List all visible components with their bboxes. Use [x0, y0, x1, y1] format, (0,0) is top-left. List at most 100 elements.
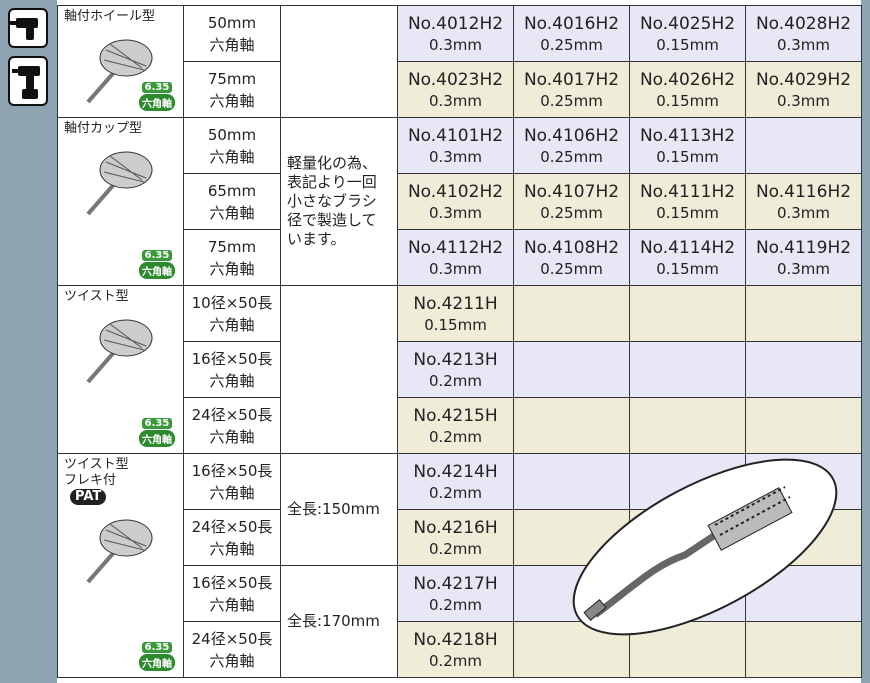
product-spec: 0.25mm	[540, 147, 603, 166]
size-cell: 75mm 六角軸	[183, 61, 281, 118]
product-cell	[629, 341, 746, 398]
product-spec: 0.2mm	[428, 371, 483, 390]
product-spec: 0.3mm	[776, 91, 831, 110]
flexible-brush-illustration	[572, 458, 838, 636]
shaft: 六角軸	[209, 35, 255, 54]
brush-illustration	[86, 519, 153, 584]
note-line: 表記より一回	[287, 173, 377, 191]
product-code: No.4107H2	[523, 181, 620, 202]
product-cell: No.4017H2 0.25mm	[513, 61, 630, 118]
brush-illustration	[86, 39, 153, 104]
note-cell: 全長:150mm	[280, 453, 398, 566]
product-cell: No.4012H2 0.3mm	[397, 5, 514, 62]
product-code: No.4119H2	[755, 237, 852, 258]
product-code: No.4026H2	[639, 69, 736, 90]
badge-size: 6.35	[142, 82, 172, 93]
size-cell: 10径×50長 六角軸	[183, 285, 281, 342]
product-code: No.4112H2	[407, 237, 504, 258]
product-spec: 0.25mm	[540, 203, 603, 222]
product-spec: 0.3mm	[776, 259, 831, 278]
shaft: 六角軸	[209, 203, 255, 222]
product-spec: 0.2mm	[428, 427, 483, 446]
product-code: No.4017H2	[523, 69, 620, 90]
product-code: No.4217H	[413, 573, 498, 594]
table-row: 軸付カップ型 6.35 六角軸 50mm 六角軸 軽量化の為、 表記より一回 小さなブラシ 径で…	[57, 117, 862, 286]
right-strip	[861, 0, 870, 683]
product-cell	[513, 397, 630, 454]
product-code: No.4101H2	[407, 125, 504, 146]
size-cell: 16径×50長 六角軸	[183, 341, 281, 398]
product-cell: No.4113H2 0.15mm	[629, 117, 746, 174]
product-code: No.4113H2	[639, 125, 736, 146]
product-cell	[513, 621, 630, 678]
product-spec: 0.15mm	[656, 35, 719, 54]
product-cell: No.4106H2 0.25mm	[513, 117, 630, 174]
product-cell: No.4029H2 0.3mm	[745, 61, 862, 118]
name-cell: 軸付ホイール型 6.35 六角軸	[57, 5, 184, 118]
table-row: 軸付ホイール型 6.35 六角軸 50mm 六角軸 No.4012H2 0.3mm No.40…	[57, 5, 862, 118]
name-box: ツイスト型 6.35 六角軸	[59, 287, 183, 453]
size: 65mm	[207, 181, 257, 200]
product-code: No.4116H2	[755, 181, 852, 202]
size-cell: 16径×50長 六角軸	[183, 453, 281, 510]
shaft: 六角軸	[209, 539, 255, 558]
product-cell: No.4026H2 0.15mm	[629, 61, 746, 118]
product-code: No.4214H	[413, 461, 498, 482]
table-row: 16径×50長 六角軸 No.4213H 0.2mm	[58, 341, 862, 398]
badge-label: 六角軸	[139, 430, 175, 447]
product-spec: 0.15mm	[656, 203, 719, 222]
size-cell: 50mm 六角軸	[183, 117, 281, 174]
hex-badge: 6.35 六角軸	[139, 250, 175, 279]
product-spec: 0.3mm	[428, 147, 483, 166]
product-spec: 0.2mm	[428, 483, 483, 502]
product-cell: No.4216H 0.2mm	[397, 509, 514, 566]
product-cell	[745, 341, 862, 398]
product-code: No.4025H2	[639, 13, 736, 34]
name-cell: 軸付カップ型 6.35 六角軸	[57, 117, 184, 286]
size: 50mm	[207, 125, 257, 144]
group-name-line: フレキ付	[64, 473, 117, 488]
shaft: 六角軸	[209, 651, 255, 670]
note-cell	[280, 5, 398, 118]
product-cell	[745, 621, 862, 678]
product-spec: 0.2mm	[428, 651, 483, 670]
badge-size: 6.35	[142, 250, 172, 261]
note-line: 全長:170mm	[287, 612, 380, 630]
note-line: 径で製造して	[287, 211, 377, 229]
shaft: 六角軸	[209, 315, 255, 334]
product-code: No.4102H2	[407, 181, 504, 202]
group-name: ツイスト型 フレキ付 PAT	[59, 455, 183, 505]
product-code: No.4218H	[413, 629, 498, 650]
size: 50mm	[207, 13, 257, 32]
group-name-line: 軸付ホイール型	[64, 9, 156, 24]
table-row: 75mm 六角軸 No.4112H2 0.3mm No.4108H2 0.25mm No.4…	[58, 229, 862, 286]
shaft: 六角軸	[209, 371, 255, 390]
product-cell	[513, 453, 630, 510]
product-cell	[513, 341, 630, 398]
group-name-line: ツイスト型	[64, 289, 129, 304]
product-spec: 0.3mm	[428, 203, 483, 222]
note-line: 小さなブラシ	[287, 192, 377, 210]
product-cell: No.4101H2 0.3mm	[397, 117, 514, 174]
note-line: 全長:150mm	[287, 500, 380, 518]
product-code: No.4106H2	[523, 125, 620, 146]
product-code: No.4016H2	[523, 13, 620, 34]
size-cell: 16径×50長 六角軸	[183, 565, 281, 622]
product-cell	[513, 285, 630, 342]
group-name-line: 軸付カップ型	[64, 121, 143, 136]
note-cell	[280, 285, 398, 454]
product-spec: 0.15mm	[656, 91, 719, 110]
product-spec: 0.3mm	[776, 35, 831, 54]
product-cell: No.4213H 0.2mm	[397, 341, 514, 398]
sidebar	[0, 0, 57, 683]
product-cell	[629, 621, 746, 678]
product-spec: 0.25mm	[540, 91, 603, 110]
size-cell: 24径×50長 六角軸	[183, 509, 281, 566]
product-code: No.4029H2	[755, 69, 852, 90]
size: 16径×50長	[191, 349, 273, 368]
product-cell: No.4119H2 0.3mm	[745, 229, 862, 286]
name-cell: ツイスト型 フレキ付 PAT 6.35 六角軸	[57, 453, 184, 678]
product-code: No.4023H2	[407, 69, 504, 90]
note-cell: 全長:170mm	[280, 565, 398, 678]
